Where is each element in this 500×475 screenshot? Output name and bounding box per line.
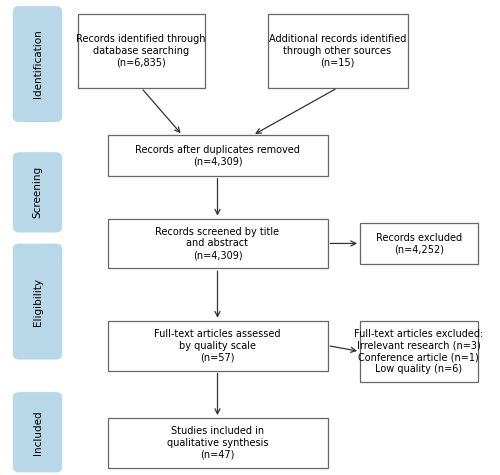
Text: Records after duplicates removed
(n=4,309): Records after duplicates removed (n=4,30… (135, 145, 300, 166)
FancyBboxPatch shape (13, 244, 62, 360)
Text: Screening: Screening (32, 166, 42, 219)
Text: Studies included in
qualitative synthesis
(n=47): Studies included in qualitative synthesi… (167, 427, 268, 459)
Text: Full-text articles assessed
by quality scale
(n=57): Full-text articles assessed by quality s… (154, 329, 281, 362)
Text: Identification: Identification (32, 30, 42, 98)
FancyBboxPatch shape (13, 6, 62, 122)
Text: Included: Included (32, 410, 42, 455)
FancyBboxPatch shape (108, 321, 328, 370)
FancyBboxPatch shape (360, 321, 478, 382)
Text: Records excluded
(n=4,252): Records excluded (n=4,252) (376, 233, 462, 254)
Text: Eligibility: Eligibility (32, 277, 42, 326)
FancyBboxPatch shape (360, 223, 478, 264)
Text: Full-text articles excluded:
Irrelevant research (n=3)
Conference article (n=1)
: Full-text articles excluded: Irrelevant … (354, 329, 484, 374)
Text: Records identified through
database searching
(n=6,835): Records identified through database sear… (76, 35, 206, 67)
FancyBboxPatch shape (78, 14, 205, 88)
FancyBboxPatch shape (108, 418, 328, 468)
FancyBboxPatch shape (108, 218, 328, 268)
FancyBboxPatch shape (108, 135, 328, 176)
FancyBboxPatch shape (268, 14, 408, 88)
Text: Records screened by title
and abstract
(n=4,309): Records screened by title and abstract (… (156, 227, 280, 260)
FancyBboxPatch shape (13, 392, 62, 472)
FancyBboxPatch shape (13, 152, 62, 233)
Text: Additional records identified
through other sources
(n=15): Additional records identified through ot… (269, 35, 406, 67)
